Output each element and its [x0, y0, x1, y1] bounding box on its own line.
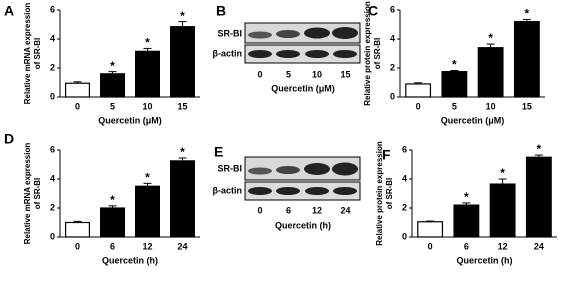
blot-x-label: Quercetin (h): [275, 220, 331, 230]
significance-mark: *: [145, 36, 150, 50]
significance-mark: *: [488, 31, 493, 45]
y-tick-label: 6: [50, 4, 55, 14]
y-tick-label: 2: [50, 62, 55, 72]
x-tick-label: 12: [498, 241, 508, 251]
blot-lane-label: 5: [286, 69, 291, 79]
panel-label: D: [4, 131, 14, 147]
panel-label: A: [4, 3, 14, 19]
y-tick-label: 2: [390, 62, 395, 72]
x-tick-label: 15: [522, 101, 532, 111]
x-tick-label: 5: [452, 101, 457, 111]
blot-strip: [244, 22, 361, 44]
y-axis-label: Relative protein expression: [375, 141, 384, 246]
blot-lane-label: 15: [340, 69, 350, 79]
y-tick-label: 2: [50, 202, 55, 212]
blot-strip: [244, 44, 361, 64]
panel-label: C: [368, 3, 378, 19]
y-tick-label: 0: [50, 231, 55, 241]
x-axis-label: Quercetin (h): [456, 255, 512, 265]
y-axis-label: of SR-BI: [385, 178, 394, 210]
significance-mark: *: [110, 193, 115, 207]
x-tick-label: 24: [534, 241, 544, 251]
y-axis-label: Relative mRNA expression: [23, 143, 32, 245]
blot-row-label: β-actin: [213, 185, 243, 195]
blot-lane-label: 6: [286, 205, 291, 215]
significance-mark: *: [452, 58, 457, 72]
x-tick-label: 24: [177, 241, 187, 251]
blot-row-label: SR-BI: [218, 163, 243, 173]
x-tick-label: 0: [75, 101, 80, 111]
blot-strip: [244, 156, 361, 181]
bar: [170, 26, 196, 98]
significance-mark: *: [180, 145, 185, 159]
bar: [525, 156, 552, 238]
y-axis-label: of SR-BI: [33, 178, 42, 210]
significance-mark: *: [537, 142, 542, 156]
y-tick-label: 0: [402, 231, 407, 241]
blot-lane-label: 0: [257, 205, 262, 215]
y-tick-label: 4: [50, 33, 55, 43]
bar: [99, 73, 125, 98]
blot-bands: [248, 27, 358, 58]
y-axis-label: Relative mRNA expression: [23, 3, 32, 105]
x-tick-label: 0: [428, 241, 433, 251]
panel-label: F: [382, 147, 391, 163]
x-axis-label: Quercetin (μM): [441, 115, 505, 125]
blot-bands: [248, 162, 358, 195]
y-axis-label: of SR-BI: [33, 38, 42, 70]
y-tick-label: 4: [390, 33, 395, 43]
panel-label: B: [216, 3, 226, 19]
bar: [441, 71, 468, 98]
y-tick-label: 6: [50, 144, 55, 154]
bar: [405, 83, 432, 98]
bar: [453, 204, 480, 238]
x-tick-label: 0: [75, 241, 80, 251]
x-axis-label: Quercetin (h): [102, 255, 158, 265]
y-tick-label: 0: [50, 91, 55, 101]
bar: [64, 221, 90, 238]
y-tick-label: 4: [402, 173, 407, 183]
x-tick-label: 10: [142, 101, 152, 111]
bar: [135, 50, 161, 98]
significance-mark: *: [145, 171, 150, 185]
x-tick-label: 6: [110, 241, 115, 251]
y-tick-label: 6: [402, 144, 407, 154]
bar: [170, 160, 196, 238]
x-axis-label: Quercetin (μM): [98, 115, 162, 125]
x-tick-label: 12: [142, 241, 152, 251]
bar: [135, 185, 161, 238]
blot-lane-label: 24: [340, 205, 350, 215]
x-tick-label: 15: [177, 101, 187, 111]
significance-mark: *: [500, 166, 505, 180]
significance-mark: *: [110, 59, 115, 73]
bar: [99, 207, 125, 238]
y-tick-label: 4: [50, 173, 55, 183]
bar: [489, 183, 516, 238]
y-axis-label: Relative protein expression: [363, 1, 372, 106]
panel-label: E: [214, 144, 223, 160]
significance-mark: *: [464, 190, 469, 204]
blot-lane-label: 10: [312, 69, 322, 79]
x-tick-label: 6: [464, 241, 469, 251]
y-tick-label: 6: [390, 4, 395, 14]
blot-row-label: SR-BI: [218, 28, 243, 38]
bar: [417, 221, 444, 238]
bar: [513, 21, 540, 98]
significance-mark: *: [180, 9, 185, 23]
blot-lane-label: 12: [312, 205, 322, 215]
y-tick-label: 0: [390, 91, 395, 101]
x-tick-label: 10: [486, 101, 496, 111]
significance-mark: *: [525, 7, 530, 21]
blot-row-label: β-actin: [213, 48, 243, 58]
blot-x-label: Quercetin (μM): [271, 83, 335, 93]
blot-strip: [244, 181, 361, 201]
y-tick-label: 2: [402, 202, 407, 212]
blot-lane-label: 0: [257, 69, 262, 79]
bar: [64, 82, 90, 98]
x-tick-label: 0: [416, 101, 421, 111]
y-axis-label: of SR-BI: [373, 38, 382, 70]
x-tick-label: 5: [110, 101, 115, 111]
bar: [477, 47, 504, 98]
